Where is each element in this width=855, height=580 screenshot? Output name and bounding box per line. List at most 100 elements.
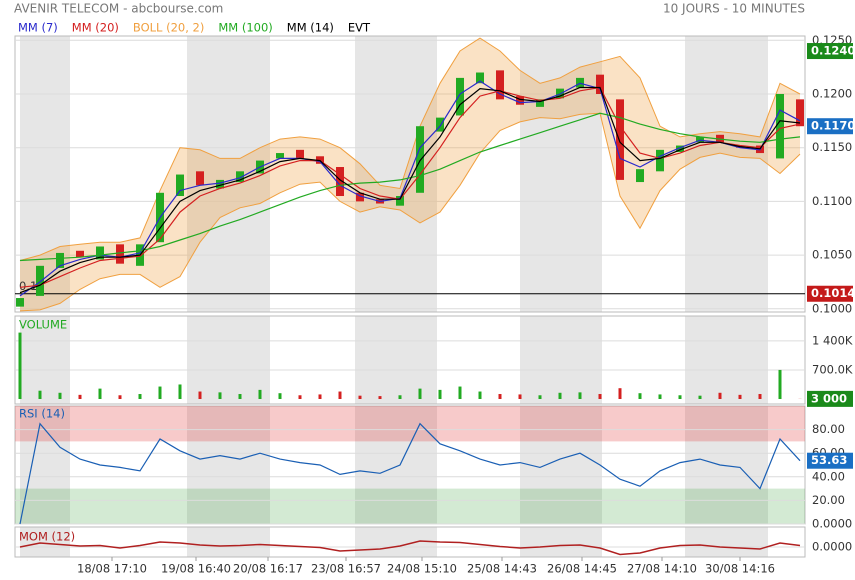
y-tick-label: 0.1050: [812, 248, 852, 262]
volume-bar: [758, 394, 762, 399]
candle: [496, 70, 504, 100]
volume-bar: [698, 395, 702, 399]
price-box: [807, 285, 853, 302]
volume-bar: [378, 396, 382, 399]
day-band: [520, 36, 602, 312]
x-tick-label: 24/08 15:10: [387, 562, 457, 576]
panel-title: VOLUME: [19, 318, 67, 332]
x-tick-label: 30/08 14:16: [705, 562, 775, 576]
candle: [56, 252, 64, 268]
candle: [596, 74, 604, 94]
candle: [416, 126, 424, 193]
volume-bar: [618, 388, 622, 399]
volume-box-label: 3 000: [811, 391, 847, 405]
candle: [536, 99, 544, 107]
volume-bar: [658, 394, 662, 399]
x-tick-label: 20/08 16:17: [233, 562, 303, 576]
panel-frame: [14, 35, 806, 313]
candle: [336, 167, 344, 197]
ma-line: [19, 86, 801, 288]
y-tick-label: 40.00: [812, 469, 845, 483]
panel-title: RSI (14): [19, 407, 65, 421]
volume-bar: [218, 392, 222, 399]
y-tick-label: 0.1000: [812, 301, 852, 315]
candle: [296, 149, 304, 159]
x-tick-label: 18/08 17:10: [77, 562, 147, 576]
day-band: [20, 316, 70, 404]
price-box: [807, 118, 853, 135]
volume-bar: [718, 392, 722, 399]
legend-item: BOLL (20, 2): [133, 21, 204, 35]
ma-line: [19, 86, 801, 294]
x-tick-label: 26/08 14:45: [547, 562, 617, 576]
x-tick-label: 27/08 14:10: [627, 562, 697, 576]
volume-bar: [638, 393, 642, 399]
volume-bar: [38, 390, 42, 399]
x-tick-label: 23/08 16:57: [311, 562, 381, 576]
volume-bar: [738, 394, 742, 399]
volume-bar: [98, 388, 102, 399]
day-band: [685, 406, 768, 524]
volume-box: [807, 390, 853, 407]
day-band: [685, 36, 768, 312]
candle: [476, 72, 484, 84]
day-band: [355, 406, 437, 524]
candle: [176, 174, 184, 197]
volume-bar: [518, 394, 522, 399]
volume-bar: [438, 389, 442, 399]
candle: [616, 99, 624, 180]
volume-bar: [78, 394, 82, 399]
candle: [16, 298, 24, 307]
panel-title: MOM (12): [19, 530, 75, 544]
candle: [236, 171, 244, 183]
day-band: [187, 406, 270, 524]
candle: [196, 171, 204, 186]
day-band: [187, 316, 270, 404]
volume-bar: [18, 332, 22, 399]
candle: [656, 149, 664, 172]
volume-bar: [118, 395, 122, 399]
candle: [456, 77, 464, 116]
oversold-zone: [15, 488, 805, 524]
price-box-label: 0.1014: [811, 286, 855, 300]
volume-bar: [578, 392, 582, 399]
y-tick-label: 20.00: [812, 493, 845, 507]
candle: [116, 244, 124, 264]
price-box-label: 0.1240: [811, 44, 855, 58]
boll-lower: [19, 112, 801, 312]
volume-bar: [398, 395, 402, 399]
y-tick-label: 80.00: [812, 422, 845, 436]
volume-bar: [318, 394, 322, 399]
y-tick-label: 0.1100: [812, 194, 852, 208]
volume-bar: [158, 386, 162, 399]
chart-title: AVENIR TELECOM - abcbourse.com: [14, 2, 223, 16]
volume-bar: [538, 395, 542, 399]
volume-bar: [258, 389, 262, 399]
day-band: [520, 406, 602, 524]
y-tick-label: 0.1200: [812, 86, 852, 100]
candle: [76, 250, 84, 258]
volume-bar: [178, 384, 182, 399]
legend-item: MM (7): [18, 21, 58, 35]
volume-bar: [298, 395, 302, 399]
price-box: [807, 43, 853, 60]
x-tick-label: 19/08 16:40: [161, 562, 231, 576]
ma-line: [19, 80, 801, 297]
rsi-box: [807, 452, 853, 469]
day-band: [20, 406, 70, 524]
day-band: [355, 316, 437, 404]
volume-bar: [678, 395, 682, 399]
candle: [776, 93, 784, 159]
overbought-zone: [15, 406, 805, 442]
panel-frame: [14, 526, 806, 558]
volume-bar: [478, 391, 482, 399]
candle: [36, 265, 44, 296]
legend-item: MM (100): [218, 21, 272, 35]
chart-subtitle: 10 JOURS - 10 MINUTES: [663, 2, 805, 16]
day-band: [520, 316, 602, 404]
candle: [676, 145, 684, 152]
legend-item: MM (14): [287, 21, 334, 35]
day-band: [685, 316, 768, 404]
volume-bar: [198, 391, 202, 399]
